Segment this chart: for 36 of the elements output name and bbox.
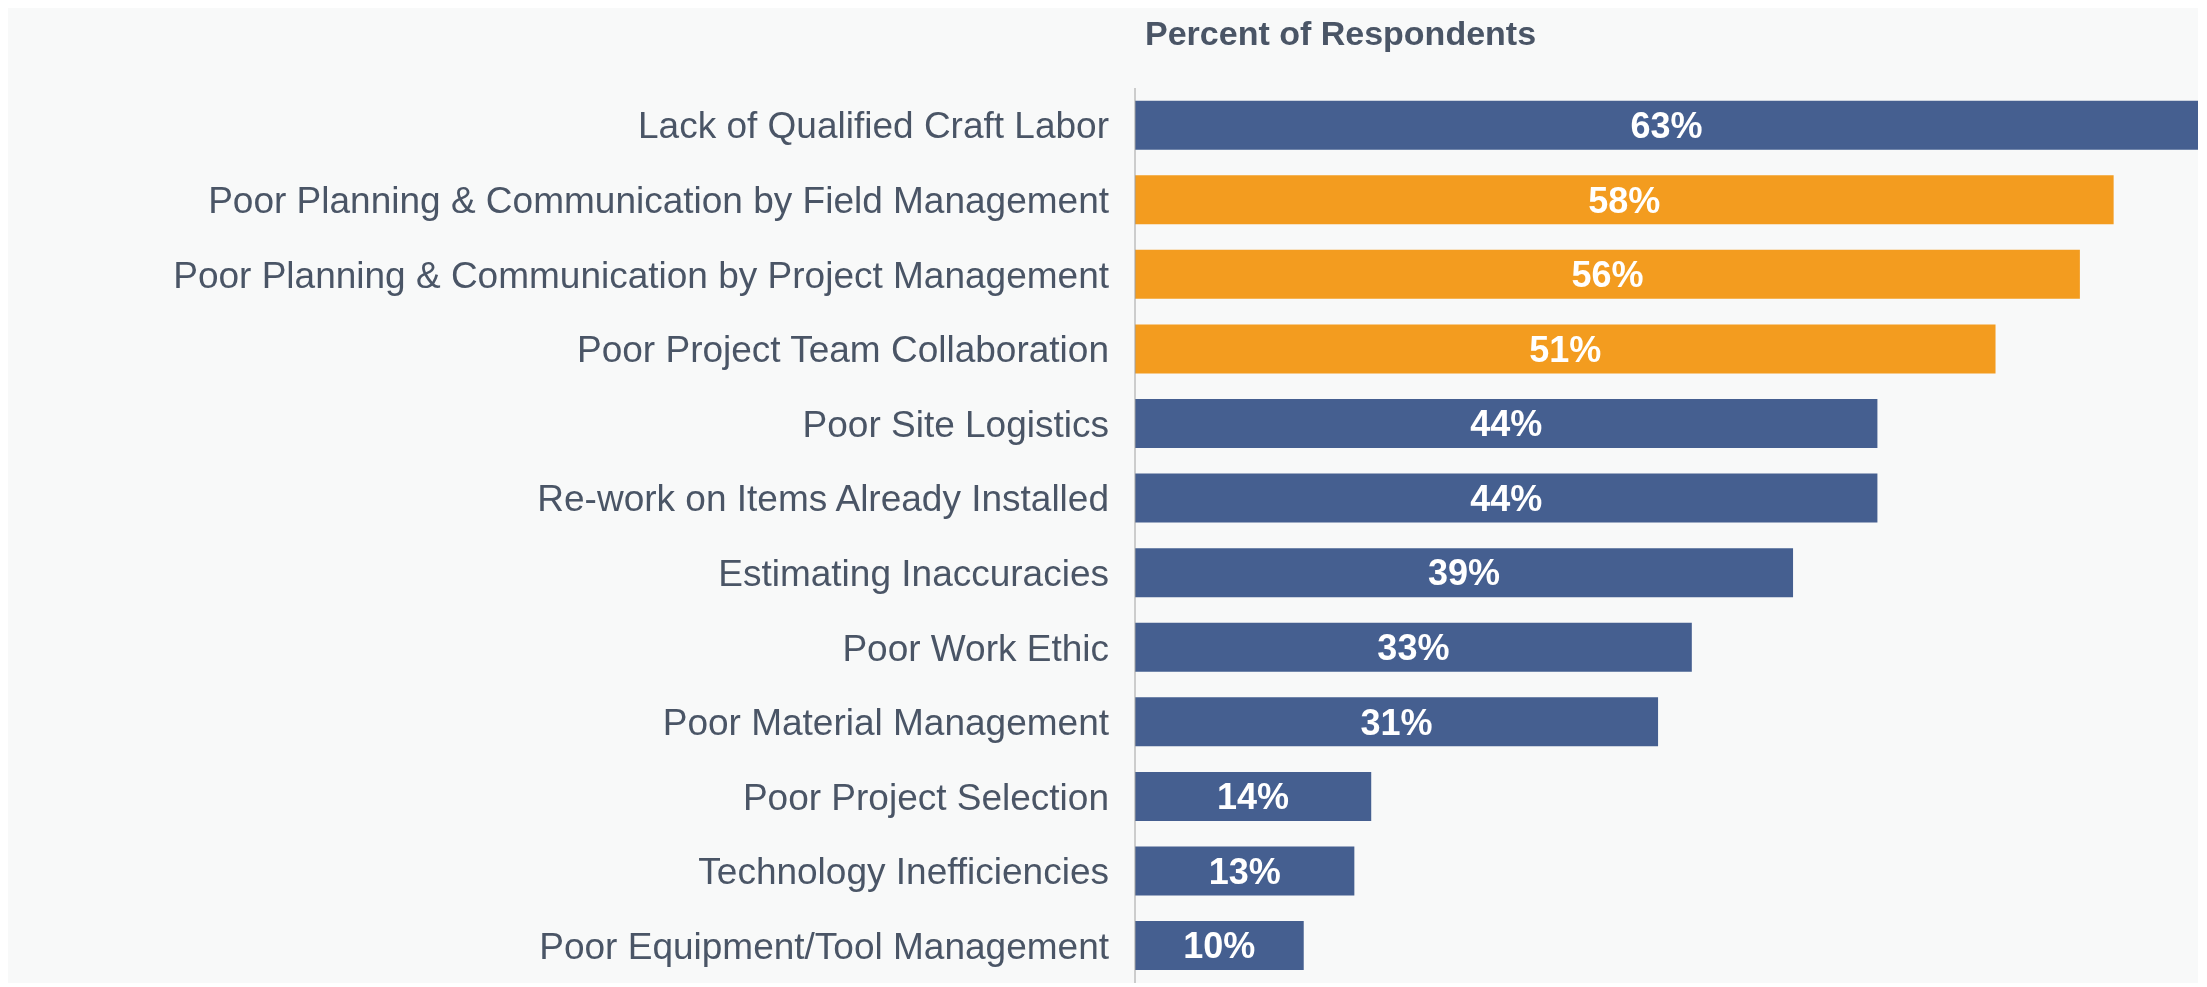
data-label: 58% xyxy=(1588,179,1661,221)
bar xyxy=(1135,324,1996,374)
data-label: 51% xyxy=(1529,328,1602,370)
y-tick-label: Technology Inefficiencies xyxy=(698,851,1109,893)
bar xyxy=(1135,100,2198,150)
bar xyxy=(1135,175,2114,225)
data-label: 39% xyxy=(1427,552,1501,594)
bar xyxy=(1135,399,1878,449)
data-label: 14% xyxy=(1217,776,1290,818)
y-tick-label: Poor Material Management xyxy=(662,702,1110,744)
y-tick-label: Poor Planning & Communication by Field Management xyxy=(208,180,1110,222)
bar xyxy=(1135,548,1794,598)
data-label: 31% xyxy=(1360,701,1433,743)
y-tick-label: Poor Planning & Communication by Project Management xyxy=(173,254,1110,296)
y-tick-label: Estimating Inaccuracies xyxy=(718,552,1109,594)
y-tick-label: Poor Site Logistics xyxy=(802,403,1109,445)
y-tick-label: Poor Equipment/Tool Management xyxy=(539,925,1110,967)
data-label: 44% xyxy=(1470,477,1543,519)
data-label: 56% xyxy=(1571,254,1644,296)
data-label: 10% xyxy=(1183,925,1256,967)
y-tick-label: Poor Project Selection xyxy=(742,776,1109,818)
data-label: 33% xyxy=(1377,627,1450,669)
data-label: 63% xyxy=(1630,104,1703,146)
y-tick-label: Poor Work Ethic xyxy=(842,627,1109,669)
data-label: 13% xyxy=(1208,850,1281,892)
bar xyxy=(1135,622,1692,672)
y-tick-label: Re-work on Items Already Installed xyxy=(537,478,1109,520)
y-tick-label: Lack of Qualified Craft Labor xyxy=(638,105,1109,147)
bar xyxy=(1135,846,1355,896)
bar xyxy=(1135,473,1878,523)
y-tick-label: Poor Project Team Collaboration xyxy=(577,329,1109,371)
data-label: 44% xyxy=(1470,403,1543,445)
chart-title: Percent of Respondents xyxy=(1145,14,1537,53)
bar xyxy=(1135,249,2080,299)
bar xyxy=(1135,697,1659,747)
bar xyxy=(1135,771,1372,821)
